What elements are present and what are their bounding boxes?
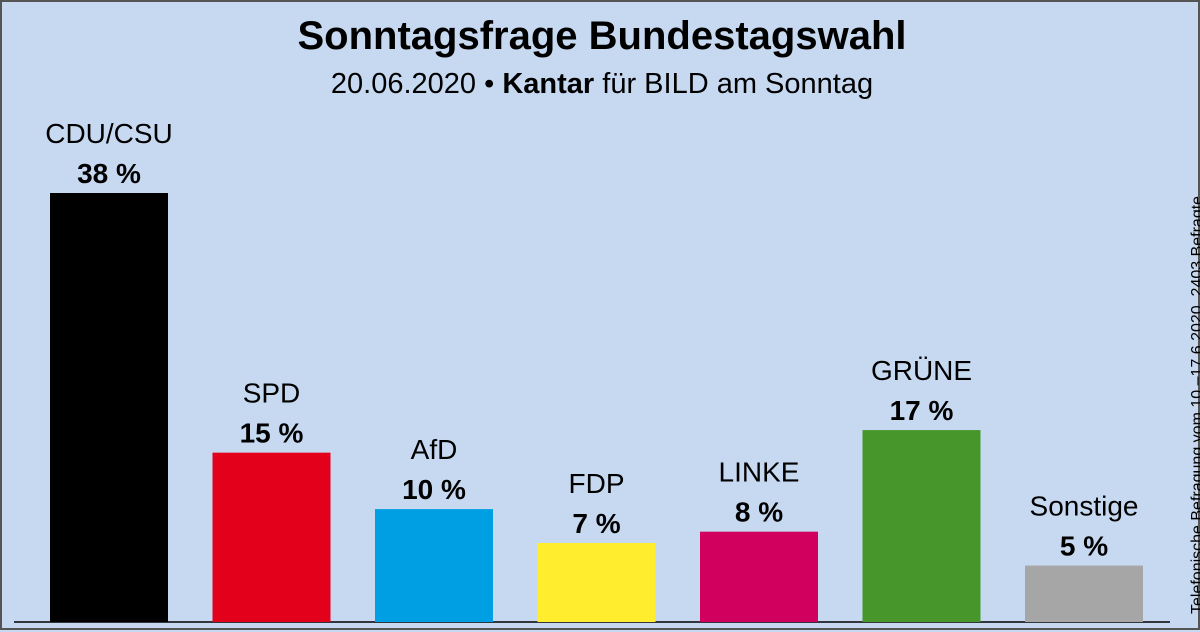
value-label-cdu-csu: 38 % (77, 158, 141, 189)
category-label-linke: LINKE (719, 457, 800, 488)
bar-fdp (537, 542, 656, 622)
value-label-gr-ne: 17 % (890, 395, 954, 426)
value-label-spd: 15 % (240, 418, 304, 449)
category-label-cdu-csu: CDU/CSU (45, 118, 173, 149)
bar-gr-ne (862, 430, 981, 622)
category-label-spd: SPD (243, 378, 301, 409)
bar-sonstige (1025, 565, 1143, 622)
bar-spd (212, 452, 331, 622)
value-label-sonstige: 5 % (1060, 531, 1108, 562)
subtitle-date: 20.06.2020 (330, 68, 477, 100)
bar-linke (700, 531, 818, 622)
value-label-fdp: 7 % (572, 508, 620, 539)
subtitle-separator: • (484, 68, 495, 100)
value-label-afd: 10 % (402, 474, 466, 505)
chart-subtitle: 20.06.2020 • Kantar für BILD am Sonntag (2, 68, 1200, 101)
category-label-gr-ne: GRÜNE (871, 355, 972, 386)
value-label-linke: 8 % (735, 497, 783, 528)
subtitle-institute: Kantar (502, 68, 595, 100)
subtitle-client: für BILD am Sonntag (602, 68, 874, 100)
category-label-afd: AfD (411, 434, 458, 465)
bar-cdu-csu (50, 193, 168, 622)
bar-afd (375, 509, 493, 622)
chart-title: Sonntagsfrage Bundestagswahl (297, 14, 907, 58)
category-label-sonstige: Sonstige (1030, 491, 1139, 522)
category-label-fdp: FDP (569, 468, 625, 499)
survey-note: Telefonische Befragung vom 10.–17.6.2020… (1189, 195, 1200, 614)
